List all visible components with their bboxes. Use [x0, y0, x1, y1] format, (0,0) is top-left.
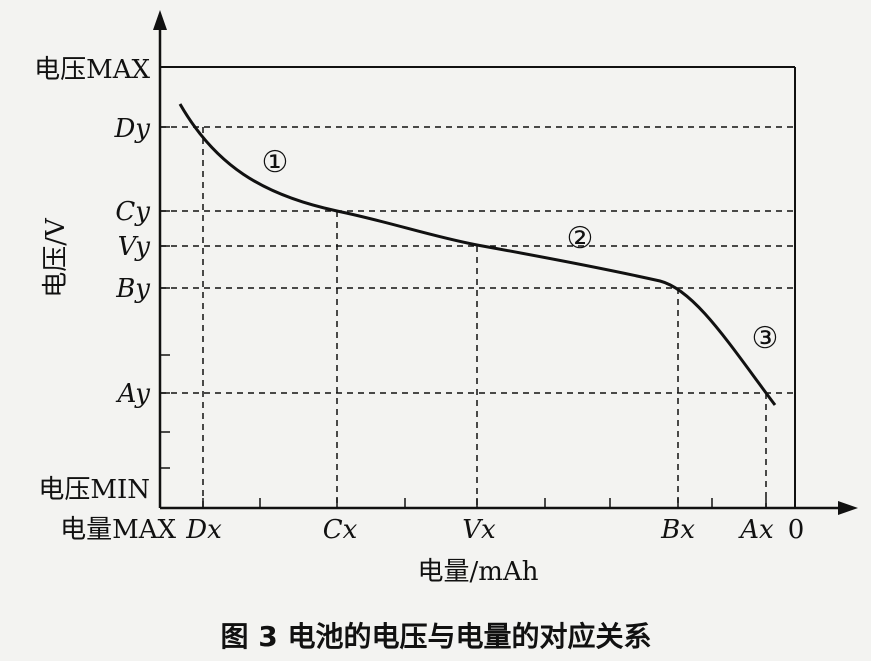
- segment-label-2: ②: [567, 221, 594, 256]
- x-tick-cx: Cx: [323, 515, 358, 545]
- x-axis-arrow: [838, 501, 858, 515]
- y-tick-vy: Vy: [118, 232, 151, 262]
- x-minor-ticks: [202, 498, 796, 508]
- y-axis-arrow: [153, 10, 167, 30]
- y-tick-cy: Cy: [115, 197, 150, 227]
- segment-label-3: ③: [752, 321, 779, 356]
- y-tick-voltage-max: 电压MAX: [34, 55, 150, 85]
- x-axis-title: 电量/mAh: [418, 557, 539, 587]
- y-axis-title: 电压/V: [41, 217, 71, 298]
- x-tick-dx: Dx: [185, 515, 222, 545]
- segment-label-1: ①: [262, 145, 289, 180]
- x-tick-bx: Bx: [660, 515, 695, 545]
- x-tick-vx: Vx: [462, 515, 496, 545]
- discharge-curve: [178, 103, 777, 406]
- x-tick-zero: 0: [788, 515, 805, 545]
- y-tick-voltage-min: 电压MIN: [38, 475, 150, 505]
- y-tick-by: By: [115, 274, 150, 304]
- y-tick-ay: Ay: [116, 379, 151, 409]
- x-tick-charge-max: 电量MAX: [60, 515, 176, 545]
- figure-caption: 图 3 电池的电压与电量的对应关系: [221, 620, 652, 653]
- reference-lines: [160, 126, 795, 508]
- x-tick-ax: Ax: [738, 515, 774, 545]
- y-tick-dy: Dy: [113, 114, 150, 144]
